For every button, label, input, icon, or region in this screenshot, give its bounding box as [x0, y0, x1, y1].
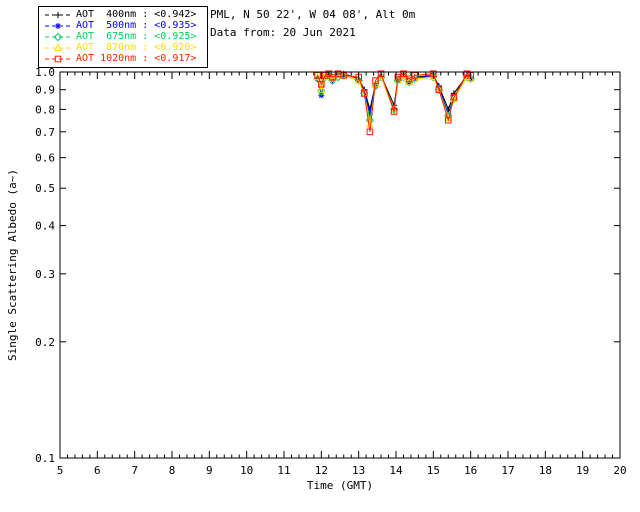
legend-line-sample-400nm: [45, 12, 71, 18]
x-axis-title: Time (GMT): [307, 479, 373, 492]
y-axis: 1.0 0.9 0.8 0.7 0.6 0.5 0.4 0.3 0.2 0.1: [35, 66, 620, 465]
legend-label-1020nm: AOT 1020nm : <0.917>: [76, 53, 197, 64]
legend-item-870nm: AOT 870nm : <0.920>: [43, 42, 203, 53]
legend-item-675nm: AOT 675nm : <0.925>: [43, 31, 203, 42]
legend-box: AOT 400nm : <0.942> AOT 500nm : <0.935> …: [38, 6, 208, 68]
legend-label-500nm: AOT 500nm : <0.935>: [76, 20, 197, 31]
svg-text:0.6: 0.6: [35, 152, 55, 165]
legend-item-400nm: AOT 400nm : <0.942>: [43, 9, 203, 20]
svg-text:17: 17: [501, 464, 514, 477]
svg-text:20: 20: [613, 464, 626, 477]
svg-text:6: 6: [94, 464, 101, 477]
legend-label-870nm: AOT 870nm : <0.920>: [76, 42, 197, 53]
svg-text:0.1: 0.1: [35, 452, 55, 465]
svg-text:0.4: 0.4: [35, 220, 55, 233]
legend-label-400nm: AOT 400nm : <0.942>: [76, 9, 197, 20]
svg-text:5: 5: [57, 464, 64, 477]
svg-text:19: 19: [576, 464, 589, 477]
svg-text:13: 13: [352, 464, 365, 477]
svg-text:8: 8: [169, 464, 176, 477]
data-date-text: Data from: 20 Jun 2021: [210, 26, 356, 39]
legend-line-sample-500nm: [45, 23, 71, 29]
legend-item-1020nm: AOT 1020nm : <0.917>: [43, 53, 203, 64]
x-axis: 5 6 7 8 9 10 11 12 13 14 15 16 17 18 19 20: [57, 72, 627, 477]
svg-text:1.0: 1.0: [35, 66, 55, 79]
svg-text:14: 14: [389, 464, 403, 477]
site-info-text: PML, N 50 22', W 04 08', Alt 0m: [210, 8, 416, 21]
svg-text:16: 16: [464, 464, 477, 477]
plot-header: PML, N 50 22', W 04 08', Alt 0m Data fro…: [210, 8, 415, 44]
svg-text:9: 9: [206, 464, 213, 477]
svg-text:15: 15: [427, 464, 440, 477]
plot-frame: [59, 71, 621, 459]
svg-text:11: 11: [277, 464, 290, 477]
svg-text:0.2: 0.2: [35, 336, 55, 349]
series-layer: [313, 70, 475, 136]
svg-text:12: 12: [315, 464, 328, 477]
legend-line-sample-870nm: [45, 43, 71, 51]
svg-text:0.8: 0.8: [35, 103, 55, 116]
svg-text:10: 10: [240, 464, 253, 477]
svg-text:0.5: 0.5: [35, 182, 55, 195]
legend-line-sample-1020nm: [45, 55, 71, 63]
svg-text:0.9: 0.9: [35, 84, 55, 97]
svg-text:0.3: 0.3: [35, 268, 55, 281]
legend-line-sample-675nm: [45, 32, 71, 42]
svg-text:18: 18: [539, 464, 552, 477]
legend-item-500nm: AOT 500nm : <0.935>: [43, 20, 203, 31]
svg-text:0.7: 0.7: [35, 126, 55, 139]
y-axis-title: Single Scattering Albedo (a~): [6, 169, 19, 361]
svg-text:7: 7: [131, 464, 138, 477]
legend-label-675nm: AOT 675nm : <0.925>: [76, 31, 197, 42]
